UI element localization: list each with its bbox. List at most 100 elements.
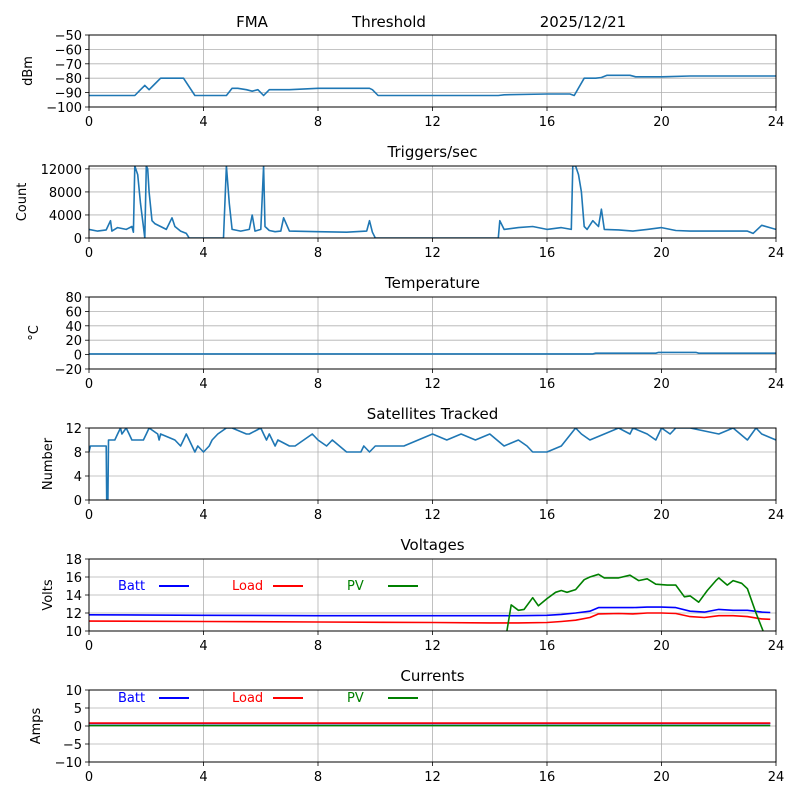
legend-label-batt: Batt	[118, 579, 145, 594]
y-tick-label: 12	[65, 607, 82, 622]
x-tick-label: 20	[653, 508, 670, 523]
y-tick-label: 12000	[41, 163, 82, 178]
y-tick-label: 8000	[49, 186, 82, 201]
series-line-batt	[89, 606, 771, 617]
panel-title: Currents	[400, 667, 464, 685]
y-tick-label: 40	[65, 320, 82, 335]
y-axis-label: Count	[15, 183, 30, 222]
x-tick-label: 24	[768, 246, 785, 261]
y-tick-label: −60	[55, 43, 82, 58]
y-axis-label: Volts	[41, 579, 56, 611]
y-tick-label: −10	[55, 756, 82, 771]
x-tick-label: 4	[199, 115, 207, 130]
x-tick-label: 4	[199, 639, 207, 654]
x-tick-label: 20	[653, 770, 670, 785]
y-tick-label: 14	[65, 589, 82, 604]
x-tick-label: 4	[199, 770, 207, 785]
y-tick-label: −100	[46, 101, 82, 116]
x-tick-label: 12	[424, 246, 441, 261]
series-line-satellites	[89, 428, 776, 500]
x-tick-label: 8	[314, 377, 322, 392]
x-tick-label: 16	[539, 639, 556, 654]
x-tick-label: 24	[768, 377, 785, 392]
panel-title: Temperature	[384, 274, 480, 292]
y-axis-label: dBm	[21, 56, 36, 86]
panel-signal: 0 4 8 12 16 20 24 −50−60−70−80−90−100 dBm	[21, 29, 784, 130]
y-tick-label: 4000	[49, 209, 82, 224]
x-tick-label: 8	[314, 115, 322, 130]
station-label: FMA	[236, 13, 269, 31]
y-tick-label: 8	[74, 446, 82, 461]
panel-satellites-tracked: 0 4 8 12 16 20 24 12 8 4 0 Number Satellites Tracked	[41, 405, 784, 523]
x-tick-label: 24	[768, 770, 785, 785]
legend-label-load: Load	[232, 691, 263, 706]
x-tick-label: 24	[768, 508, 785, 523]
x-tick-label: 20	[653, 377, 670, 392]
x-tick-label: 0	[85, 377, 93, 392]
x-tick-label: 4	[199, 508, 207, 523]
y-tick-label: −5	[63, 738, 82, 753]
x-tick-label: 16	[539, 770, 556, 785]
y-axis-label: Number	[41, 437, 56, 490]
x-tick-label: 16	[539, 115, 556, 130]
y-tick-label: 18	[65, 553, 82, 568]
x-tick-label: 8	[314, 246, 322, 261]
x-tick-label: 8	[314, 639, 322, 654]
y-tick-label: 16	[65, 571, 82, 586]
series-line-signal	[89, 74, 776, 97]
y-tick-label: 0	[74, 494, 82, 509]
y-tick-label: −90	[55, 87, 82, 102]
x-tick-label: 12	[424, 377, 441, 392]
x-tick-label: 0	[85, 770, 93, 785]
x-tick-label: 16	[539, 246, 556, 261]
legend-label-batt: Batt	[118, 691, 145, 706]
panel-triggers-sec: 0 4 8 12 16 20 24 12000 8000 4000 0 Count Triggers/s…	[15, 143, 784, 261]
x-tick-label: 12	[424, 508, 441, 523]
x-tick-label: 24	[768, 115, 785, 130]
x-tick-label: 8	[314, 508, 322, 523]
y-tick-label: 10	[65, 684, 82, 699]
legend-label-load: Load	[232, 579, 263, 594]
y-tick-label: −80	[55, 72, 82, 87]
x-tick-label: 20	[653, 115, 670, 130]
panel-title: Triggers/sec	[387, 143, 478, 161]
x-tick-label: 12	[424, 770, 441, 785]
x-tick-label: 24	[768, 639, 785, 654]
series-line-load	[89, 612, 771, 624]
x-tick-label: 16	[539, 377, 556, 392]
y-tick-label: 20	[65, 334, 82, 349]
x-tick-label: 16	[539, 508, 556, 523]
x-tick-label: 0	[85, 508, 93, 523]
x-tick-label: 20	[653, 639, 670, 654]
y-tick-label: −50	[55, 29, 82, 44]
y-tick-label: 5	[74, 702, 82, 717]
mode-label: Threshold	[351, 13, 426, 31]
x-tick-label: 0	[85, 115, 93, 130]
y-tick-label: 80	[65, 291, 82, 306]
y-tick-label: 0	[74, 720, 82, 735]
panel-title: Satellites Tracked	[367, 405, 498, 423]
y-tick-label: −70	[55, 58, 82, 73]
y-tick-label: 10	[65, 625, 82, 640]
y-tick-label: 12	[65, 422, 82, 437]
x-tick-label: 0	[85, 639, 93, 654]
x-tick-label: 20	[653, 246, 670, 261]
y-tick-label: 0	[74, 232, 82, 247]
legend-label-pv: PV	[347, 691, 364, 706]
panel-currents: 0 4 8 12 16 20 24 10 5 0 −5 −10 Amps Currents Batt Load…	[29, 667, 784, 785]
series-line-triggers	[89, 166, 776, 238]
date-label: 2025/12/21	[540, 13, 626, 31]
legend-label-pv: PV	[347, 579, 364, 594]
y-axis-label: °C	[27, 325, 42, 341]
x-tick-label: 12	[424, 639, 441, 654]
x-tick-label: 4	[199, 246, 207, 261]
x-tick-label: 12	[424, 115, 441, 130]
x-tick-label: 0	[85, 246, 93, 261]
panel-voltages: 0 4 8 12 16 20 24 18 16 14 12 10 Volts Voltages Batt Lo…	[41, 536, 784, 654]
y-tick-label: 0	[74, 349, 82, 364]
y-tick-label: 60	[65, 305, 82, 320]
y-tick-label: 4	[74, 470, 82, 485]
x-tick-label: 4	[199, 377, 207, 392]
